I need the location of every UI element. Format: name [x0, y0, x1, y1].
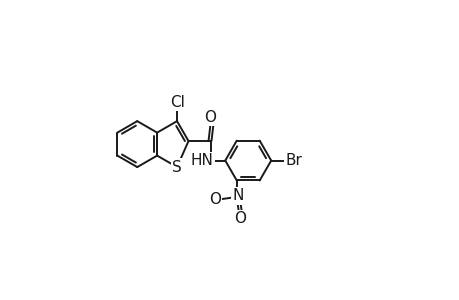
Text: O: O: [208, 192, 220, 207]
Text: Br: Br: [285, 153, 302, 168]
Text: O: O: [234, 211, 246, 226]
Text: Cl: Cl: [170, 94, 185, 110]
Text: O: O: [204, 110, 216, 125]
Text: N: N: [232, 188, 243, 203]
Text: S: S: [172, 160, 181, 175]
Text: HN: HN: [190, 153, 213, 168]
